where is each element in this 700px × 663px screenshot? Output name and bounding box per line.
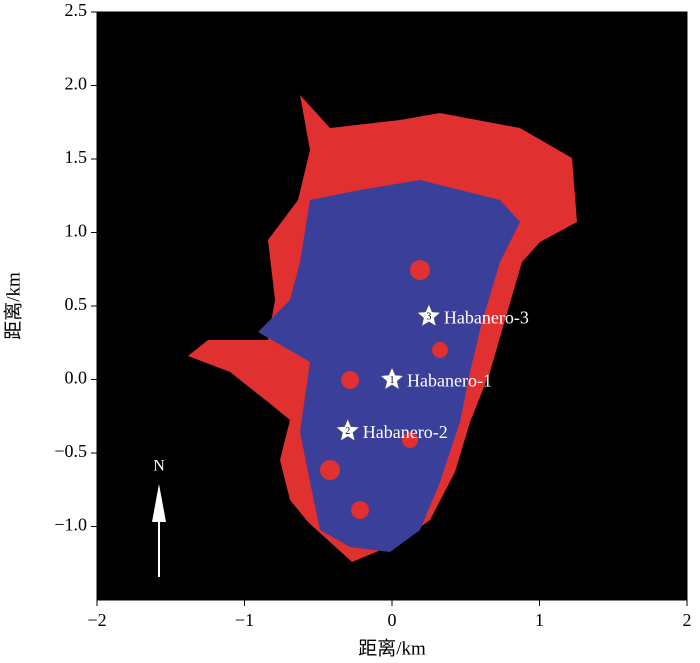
y-tick-label: 1.5	[65, 147, 88, 167]
x-tick-label: −1	[235, 610, 254, 630]
y-axis-label: 距离/km	[2, 272, 24, 340]
red-event-patches	[320, 260, 448, 519]
x-axis-label: 距离/km	[358, 637, 426, 659]
north-arrow-head	[152, 484, 166, 522]
well-number: 3	[426, 312, 431, 323]
well-label: Habanero-3	[444, 307, 529, 327]
y-tick-label: −0.5	[54, 441, 87, 461]
y-tick-label: 0.0	[65, 368, 88, 388]
x-tick-label: −2	[87, 610, 106, 630]
well-marker	[416, 303, 441, 327]
north-arrow: N	[152, 458, 166, 577]
y-tick-label: 2.5	[65, 0, 88, 20]
well-marker	[335, 418, 360, 442]
y-tick-label: 2.0	[65, 74, 88, 94]
well-number: 2	[345, 426, 350, 437]
y-tick-label: −1.0	[54, 515, 87, 535]
y-tick-label: 1.0	[65, 221, 88, 241]
blue-event-cloud	[258, 180, 520, 552]
y-tick-label: 0.5	[65, 294, 88, 314]
x-tick-label: 0	[388, 610, 397, 630]
x-tick-label: 2	[683, 610, 692, 630]
x-tick-label: 1	[535, 610, 544, 630]
well-label: Habanero-1	[407, 371, 492, 391]
well-label: Habanero-2	[363, 422, 448, 442]
well-marker	[379, 366, 405, 390]
well-number: 1	[390, 375, 395, 386]
north-label: N	[153, 458, 165, 475]
